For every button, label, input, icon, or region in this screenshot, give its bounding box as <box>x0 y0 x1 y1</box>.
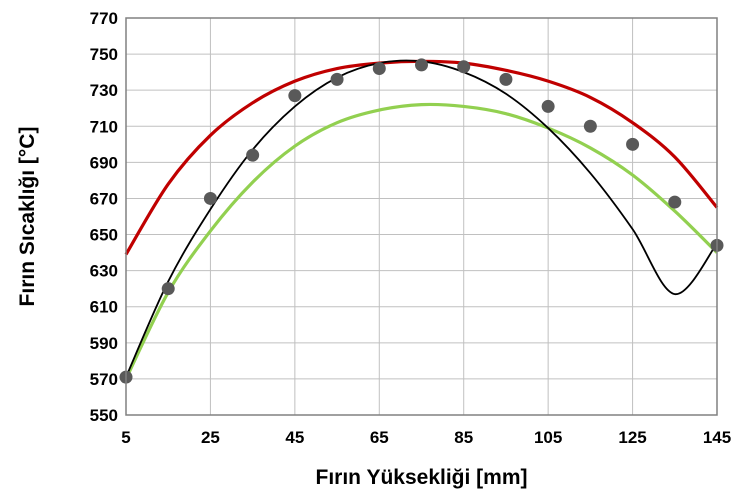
y-tick-label: 690 <box>90 153 118 172</box>
data-point <box>583 119 597 133</box>
data-point <box>626 137 640 151</box>
y-tick-label: 770 <box>90 9 118 28</box>
x-tick-label: 5 <box>121 428 130 447</box>
data-point <box>161 282 175 296</box>
x-tick-label: 105 <box>534 428 562 447</box>
data-point <box>246 148 260 162</box>
y-tick-label: 610 <box>90 298 118 317</box>
plot-frame <box>125 17 718 416</box>
series-line-1 <box>124 102 719 380</box>
x-tick-label: 25 <box>201 428 220 447</box>
data-point <box>288 89 302 103</box>
y-tick-label: 750 <box>90 45 118 64</box>
data-point <box>457 60 471 74</box>
data-point <box>668 195 682 209</box>
y-tick-label: 590 <box>90 334 118 353</box>
grid <box>125 17 718 416</box>
y-tick-label: 710 <box>90 117 118 136</box>
y-tick-label: 630 <box>90 262 118 281</box>
data-point <box>203 191 217 205</box>
x-tick-label: 65 <box>370 428 389 447</box>
y-tick-label: 650 <box>90 226 118 245</box>
x-tick-label: 145 <box>703 428 731 447</box>
y-tick-label: 670 <box>90 189 118 208</box>
data-point <box>330 72 344 86</box>
x-tick-label: 125 <box>618 428 646 447</box>
data-point <box>415 58 428 72</box>
y-tick-label: 550 <box>90 406 118 425</box>
x-tick-labels: 5 25 45 65 85 105 125 145 <box>121 428 731 447</box>
y-tick-labels: 550 570 590 610 630 650 670 690 710 730 750 770 <box>90 9 118 425</box>
y-tick-label: 730 <box>90 81 118 100</box>
series-layer <box>119 58 724 384</box>
data-point <box>372 62 386 76</box>
y-axis-label: Fırın Sıcaklığı [°C] <box>16 127 39 307</box>
x-tick-label: 45 <box>285 428 304 447</box>
y-tick-label: 570 <box>90 370 118 389</box>
data-point <box>499 72 513 86</box>
x-axis-label: Fırın Yüksekliği [mm] <box>316 466 528 489</box>
x-tick-label: 85 <box>454 428 473 447</box>
series-line-2 <box>125 59 718 378</box>
data-point <box>541 99 555 113</box>
